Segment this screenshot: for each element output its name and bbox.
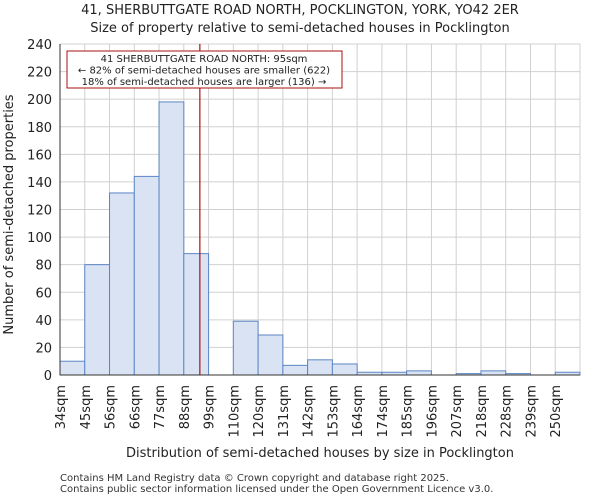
y-tick-label: 0 [44, 369, 52, 384]
bar [183, 253, 210, 376]
bar [480, 370, 507, 376]
x-tick-label: 239sqm [524, 385, 539, 438]
x-tick-label: 131sqm [277, 385, 292, 438]
x-tick-label: 218sqm [475, 385, 490, 438]
annotation-box [66, 50, 343, 89]
x-tick-label: 34sqm [54, 385, 69, 429]
footer-line-1: Contains HM Land Registry data © Crown c… [60, 473, 449, 484]
chart-title-line-2: Size of property relative to semi-detach… [90, 21, 510, 36]
bar [282, 364, 309, 376]
x-tick-label: 228sqm [500, 385, 515, 438]
x-tick-label: 196sqm [425, 385, 440, 438]
y-tick-label: 120 [27, 204, 52, 219]
bar [257, 334, 284, 376]
x-tick-label: 56sqm [104, 385, 119, 429]
x-tick-label: 164sqm [351, 385, 366, 438]
bar [232, 320, 259, 376]
bar [59, 360, 86, 376]
y-tick-label: 80 [35, 259, 52, 274]
annotation-line-1: 41 SHERBUTTGATE ROAD NORTH: 95sqm [101, 54, 308, 65]
y-tick-label: 40 [35, 314, 52, 329]
x-tick-label: 185sqm [401, 385, 416, 438]
y-tick-label: 100 [27, 231, 52, 246]
bar [406, 370, 432, 376]
x-tick-label: 120sqm [252, 385, 267, 438]
y-tick-label: 180 [27, 121, 52, 136]
x-axis-title: Distribution of semi-detached houses by … [126, 446, 514, 461]
y-tick-label: 20 [35, 341, 52, 356]
y-tick-label: 160 [27, 148, 52, 163]
bar [331, 363, 358, 376]
chart-title-line-1: 41, SHERBUTTGATE ROAD NORTH, POCKLINGTON… [81, 3, 519, 18]
annotation-line-2: ← 82% of semi-detached houses are smalle… [78, 66, 330, 77]
x-tick-label: 45sqm [79, 385, 94, 429]
x-tick-label: 77sqm [153, 385, 168, 429]
x-tick-label: 110sqm [227, 385, 242, 438]
y-tick-label: 60 [35, 286, 52, 301]
x-tick-label: 207sqm [450, 385, 465, 438]
y-tick-label: 240 [27, 38, 52, 53]
bar [133, 175, 160, 376]
x-tick-label: 142sqm [302, 385, 317, 438]
x-tick-label: 88sqm [178, 385, 193, 429]
bar [158, 101, 185, 376]
y-axis-title: Number of semi-detached properties [2, 94, 17, 334]
bar [84, 264, 111, 376]
x-tick-label: 174sqm [376, 385, 391, 438]
chart-title: 41, SHERBUTTGATE ROAD NORTH, POCKLINGTON… [0, 2, 600, 38]
y-tick-label: 220 [27, 66, 52, 81]
y-tick-label: 140 [27, 176, 52, 191]
footer: Contains HM Land Registry data © Crown c… [60, 473, 493, 495]
x-tick-label: 66sqm [128, 385, 143, 429]
y-tick-label: 200 [27, 93, 52, 108]
x-tick-label: 153sqm [326, 385, 341, 438]
bar [307, 359, 333, 376]
footer-line-2: Contains public sector information licen… [60, 484, 494, 495]
x-tick-label: 250sqm [549, 385, 564, 438]
bar [109, 192, 135, 376]
annotation-line-3: 18% of semi-detached houses are larger (… [82, 77, 327, 88]
x-tick-label: 99sqm [203, 385, 218, 429]
